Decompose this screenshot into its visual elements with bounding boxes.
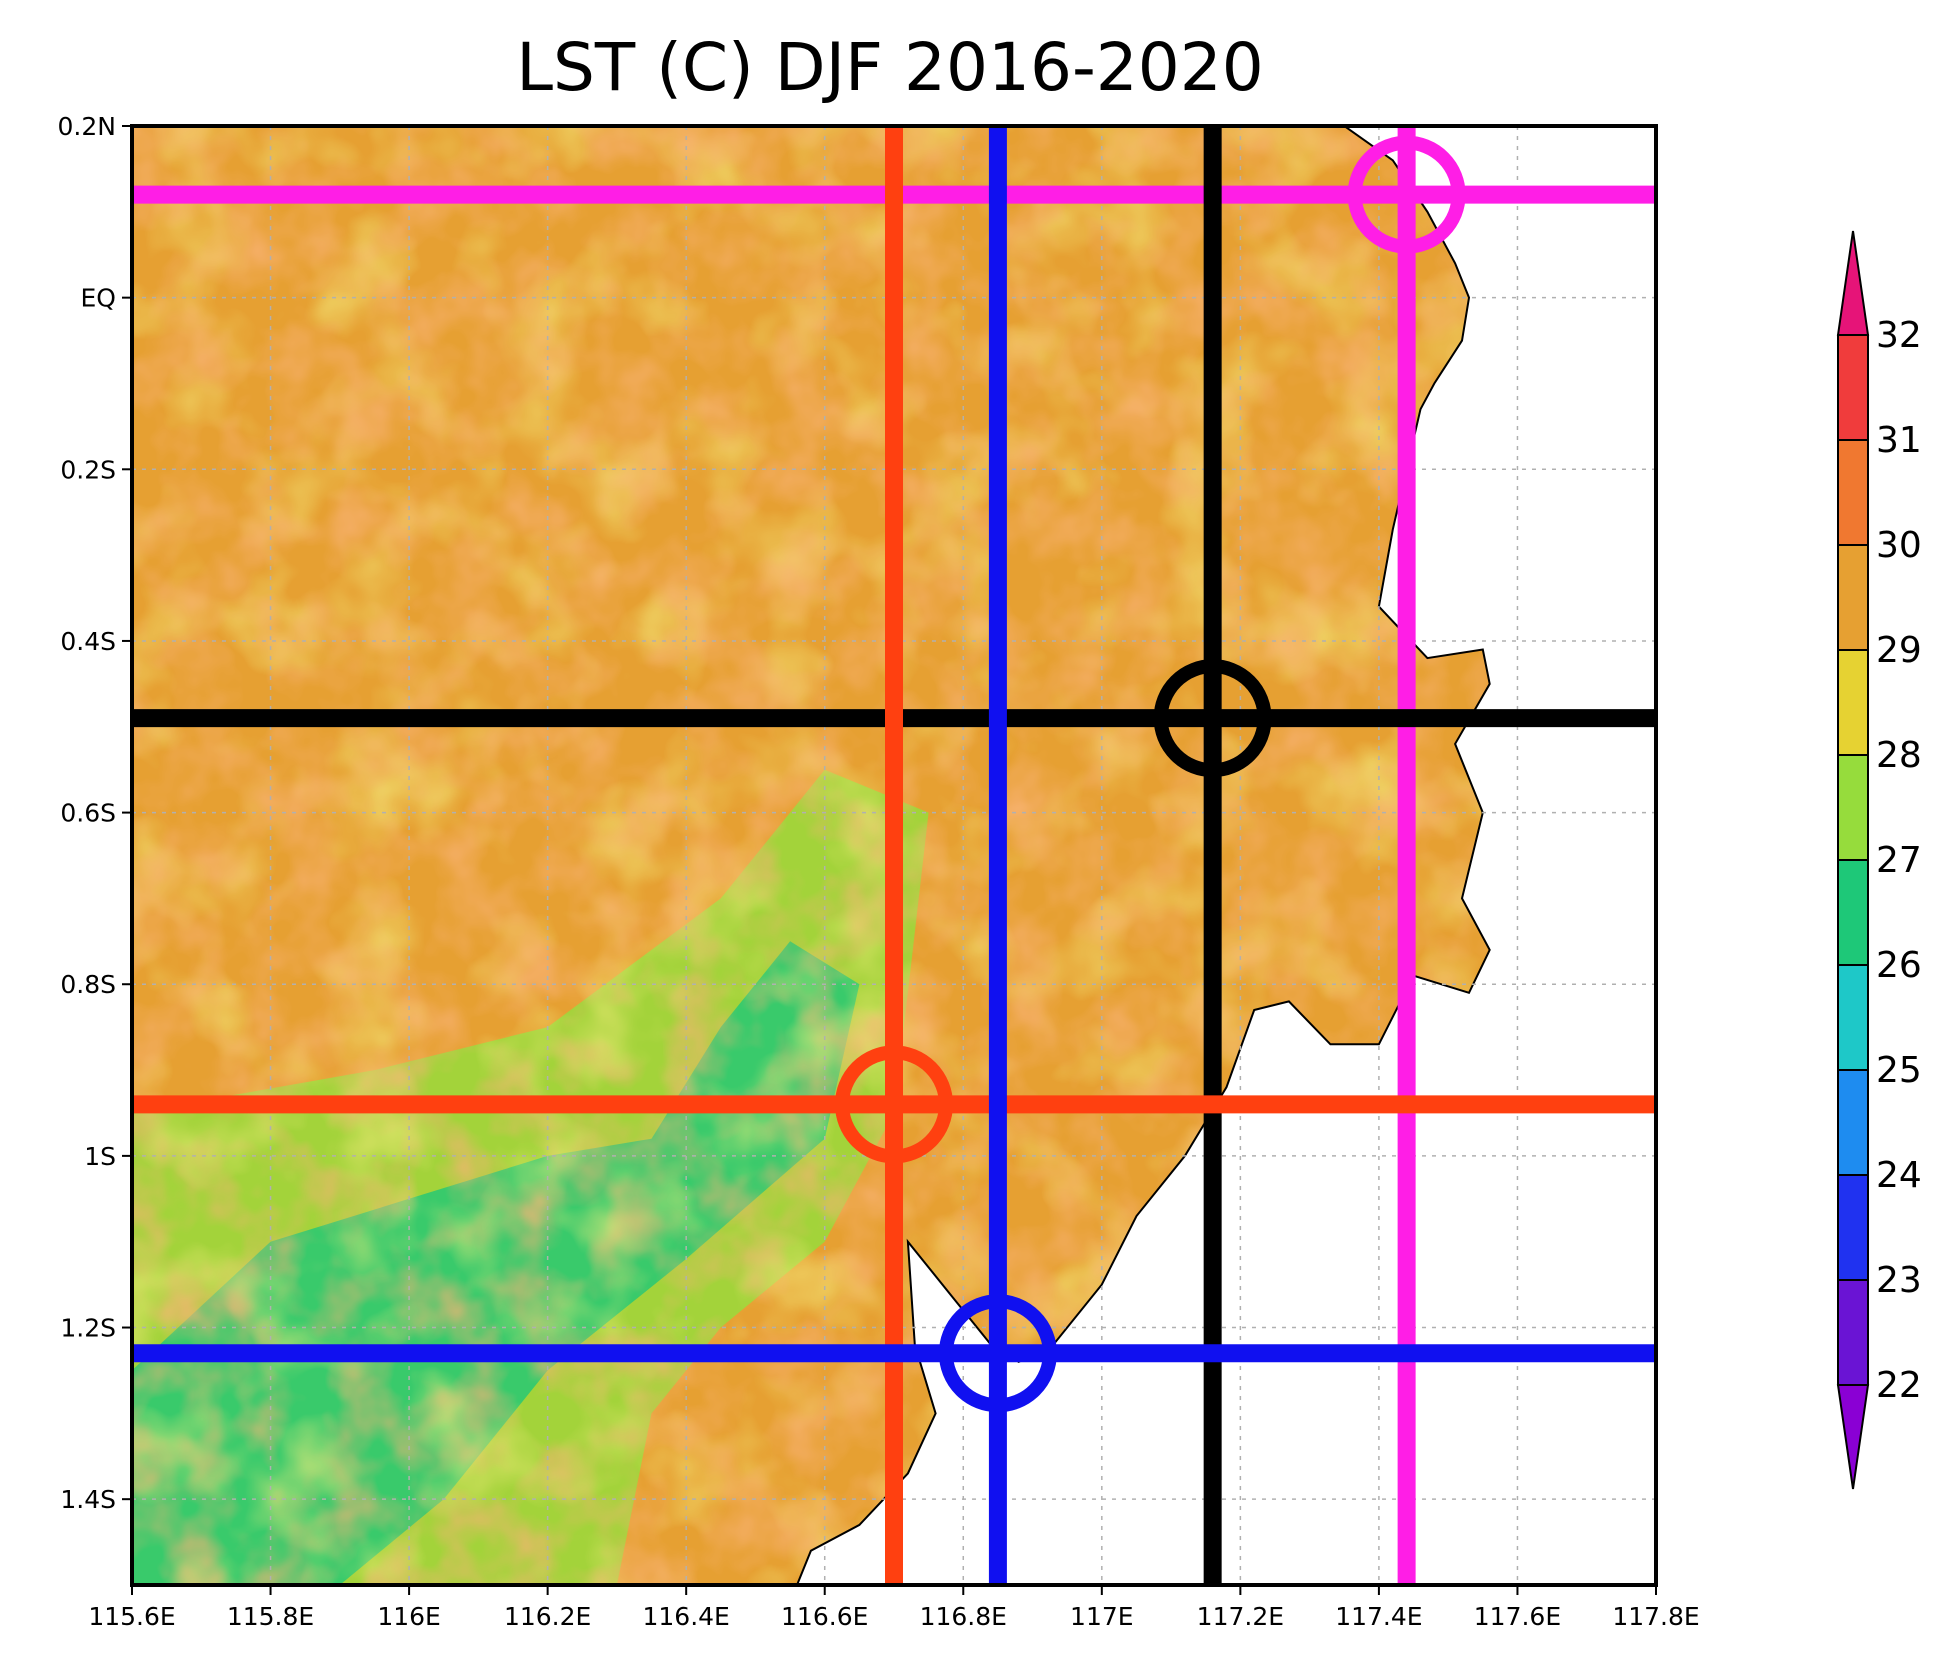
colorbar-segment xyxy=(1837,1279,1869,1386)
y-tick-label: 1.2S xyxy=(60,1314,116,1343)
plot-frame xyxy=(130,124,1658,1587)
colorbar-min-arrow xyxy=(1836,1384,1870,1490)
y-tick-label: 0.2N xyxy=(58,112,116,141)
x-axis: 115.6E 115.8E 116E 116.2E 116.4E 116.6E 116.8E… xyxy=(88,1585,1700,1631)
colorbar-label: 32 xyxy=(1876,315,1922,356)
y-tick-label: EQ xyxy=(81,284,116,313)
x-tick-label: 117.6E xyxy=(1474,1602,1561,1631)
colorbar-label: 24 xyxy=(1876,1155,1922,1196)
orange-marker-circle xyxy=(835,1045,953,1164)
colorbar-segment xyxy=(1837,1069,1869,1176)
colorbar-segment xyxy=(1837,439,1869,546)
x-tick-label: 115.8E xyxy=(227,1602,314,1631)
colorbar-segment xyxy=(1837,544,1869,651)
y-tick-label: 1.4S xyxy=(60,1485,116,1514)
colorbar-segment xyxy=(1837,964,1869,1071)
x-tick-label: 116.8E xyxy=(920,1602,1007,1631)
x-tick-label: 117.8E xyxy=(1612,1602,1699,1631)
y-tick-label: 1S xyxy=(84,1142,116,1171)
map-plot xyxy=(132,126,1656,1585)
colorbar-label: 25 xyxy=(1876,1050,1922,1091)
y-tick-label: 0.4S xyxy=(60,627,116,656)
y-tick-label: 0.8S xyxy=(60,970,116,999)
x-tick-label: 116.2E xyxy=(504,1602,591,1631)
colorbar-label: 22 xyxy=(1876,1365,1922,1406)
colorbar-label: 27 xyxy=(1876,840,1922,881)
x-tick-label: 115.6E xyxy=(88,1602,175,1631)
x-tick-label: 116.6E xyxy=(781,1602,868,1631)
colorbar-max-arrow xyxy=(1836,230,1870,336)
magenta-marker-circle xyxy=(1347,135,1466,254)
colorbar-label: 23 xyxy=(1876,1260,1922,1301)
colorbar-segment xyxy=(1837,649,1869,756)
colorbar: 22 23 24 25 26 27 28 29 30 31 32 xyxy=(1836,230,1922,1490)
colorbar-label: 28 xyxy=(1876,735,1922,776)
colorbar-segment xyxy=(1837,754,1869,861)
y-axis: 0.2N EQ 0.2S 0.4S 0.6S 0.8S 1S 1.2S 1.4S xyxy=(58,112,132,1514)
colorbar-label: 31 xyxy=(1876,420,1922,461)
marker-lines xyxy=(132,126,1656,1585)
colorbar-segment xyxy=(1837,334,1869,441)
x-tick-label: 117E xyxy=(1070,1602,1134,1631)
colorbar-segment xyxy=(1837,1174,1869,1281)
x-tick-label: 116E xyxy=(377,1602,441,1631)
x-tick-label: 117.2E xyxy=(1197,1602,1284,1631)
map-title: LST (C) DJF 2016-2020 xyxy=(516,29,1264,106)
black-marker-circle xyxy=(1153,659,1272,778)
colorbar-segment xyxy=(1837,859,1869,966)
y-tick-label: 0.6S xyxy=(60,799,116,828)
colorbar-label: 30 xyxy=(1876,525,1922,566)
x-tick-label: 117.4E xyxy=(1335,1602,1422,1631)
y-tick-label: 0.2S xyxy=(60,455,116,484)
colorbar-label: 26 xyxy=(1876,945,1922,986)
marker-circles xyxy=(835,135,1466,1413)
blue-marker-circle xyxy=(938,1294,1057,1413)
colorbar-label: 29 xyxy=(1876,630,1922,671)
x-tick-label: 116.4E xyxy=(642,1602,729,1631)
